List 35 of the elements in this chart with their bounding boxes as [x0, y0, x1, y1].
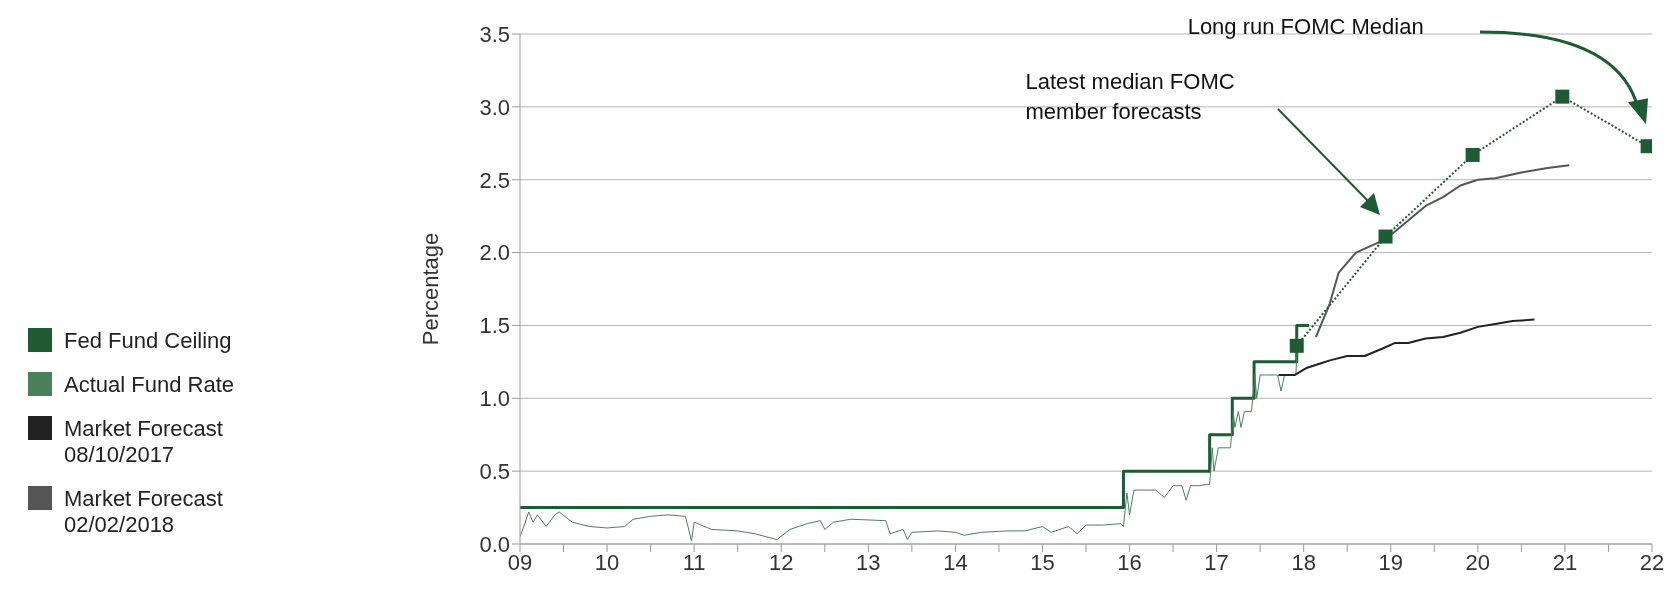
x-tick-label: 09: [507, 549, 533, 575]
x-tick-label: 21: [1552, 549, 1578, 575]
x-tick-label: 14: [943, 549, 968, 575]
x-tick-label: 11: [682, 549, 706, 575]
x-tick-label: 17: [1204, 549, 1229, 575]
y-tick-label: 0.5: [479, 458, 510, 484]
y-tick-label: 3.0: [479, 94, 510, 120]
point: [1378, 229, 1393, 244]
y-tick-label: 3.5: [479, 21, 510, 47]
x-tick-label: 13: [856, 549, 881, 575]
y-tick-label: 0.0: [479, 531, 510, 557]
legend-label: Actual Fund Rate: [64, 372, 235, 398]
annotation: Long run FOMC Median: [1187, 13, 1424, 41]
x-tick-label: 10: [594, 549, 620, 575]
x-tick-label: 19: [1378, 549, 1404, 575]
x-tick-label: 20: [1465, 549, 1491, 575]
legend-label: Fed Fund Ceiling: [64, 328, 233, 354]
x-tick-label: 16: [1117, 549, 1142, 575]
line-series: [1277, 318, 1536, 376]
y-tick-label: 2.0: [479, 240, 510, 266]
legend-label: Market Forecast 02/02/2018: [64, 486, 224, 538]
point: [1289, 338, 1304, 353]
y-tick-label: 1.5: [479, 313, 510, 339]
point: [1465, 147, 1480, 162]
legend-label: Market Forecast 08/10/2017: [64, 416, 224, 468]
x-tick-label: 15: [1030, 549, 1055, 575]
point: [1555, 89, 1570, 104]
line-series: [1314, 164, 1571, 339]
y-tick-label: 1.0: [479, 386, 510, 412]
x-tick-label: 12: [768, 549, 794, 575]
x-tick-label: 18: [1291, 549, 1316, 575]
y-axis-title: Percentage: [417, 232, 443, 346]
annotation: Latest median FOMC member forecasts: [1025, 67, 1236, 126]
y-tick-label: 2.5: [479, 167, 510, 193]
x-tick-label: 22: [1639, 549, 1665, 575]
